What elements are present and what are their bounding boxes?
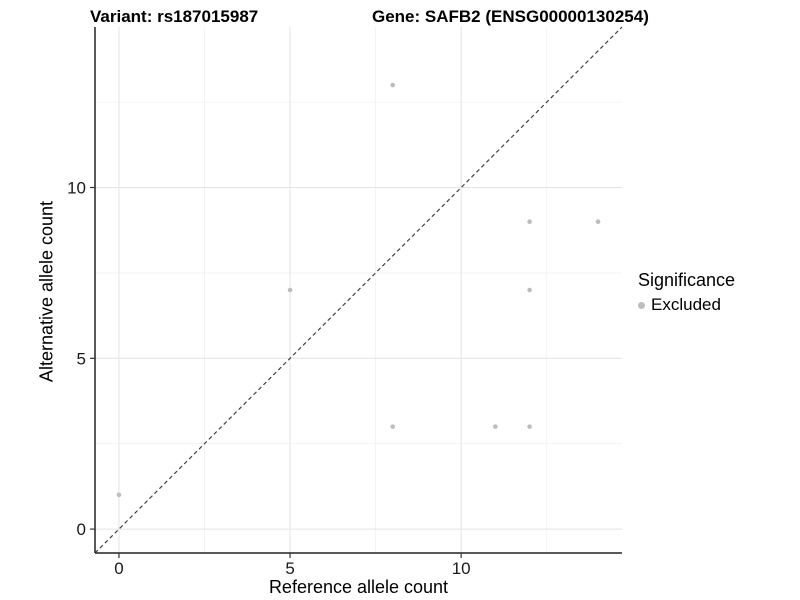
data-point <box>116 492 122 498</box>
data-point <box>390 424 396 429</box>
data-point <box>493 424 498 429</box>
y-axis-title: Alternative allele count <box>36 200 57 383</box>
x-tick-label: 10 <box>452 559 471 578</box>
data-point <box>527 287 532 293</box>
legend-title: Significance <box>638 270 736 290</box>
identity-dashed-line <box>94 26 623 554</box>
legend: Significance Excluded <box>638 270 735 315</box>
data-point <box>287 287 293 293</box>
legend-item-excluded: Excluded <box>638 295 735 315</box>
plot-title-gene: Gene: SAFB2 (ENSG00000130254) <box>372 7 649 26</box>
x-axis-title: Reference allele count <box>268 577 449 597</box>
legend-item-label: Excluded <box>651 295 721 314</box>
x-tick-label: 5 <box>285 559 294 578</box>
plot-title-variant: Variant: rs187015987 <box>90 7 259 26</box>
data-point <box>595 219 601 224</box>
x-tick-label: 0 <box>114 559 123 578</box>
circle-icon <box>638 301 645 309</box>
y-tick-label: 10 <box>67 179 86 198</box>
data-point <box>527 219 532 224</box>
data-point <box>390 82 396 88</box>
y-tick-label: 5 <box>77 349 86 368</box>
y-tick-label: 0 <box>77 520 86 539</box>
data-point <box>527 424 532 429</box>
